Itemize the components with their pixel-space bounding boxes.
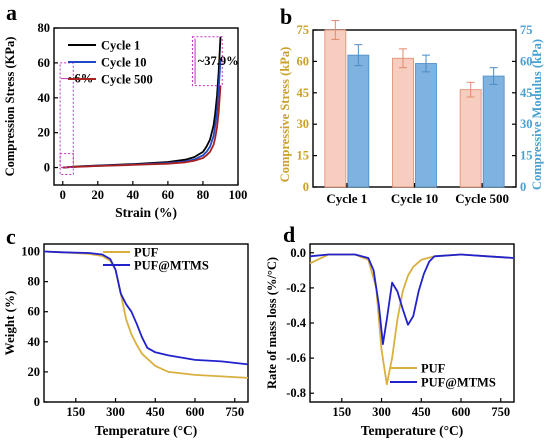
x-tick-label: 150 <box>332 405 351 419</box>
x-axis-label: Strain (%) <box>115 205 177 220</box>
bar-stress <box>392 57 414 188</box>
y-tick-label-right: 15 <box>520 149 533 163</box>
y-tick-label-left: 75 <box>297 23 310 37</box>
plot-frame <box>53 27 239 186</box>
y-axis-label: Rate of mass loss (%/°C) <box>265 257 279 389</box>
bar-stress <box>459 89 482 188</box>
y-tick-label: -0.4 <box>286 316 307 330</box>
x-axis-label: Temperature (°C) <box>361 423 464 438</box>
x-tick-label: 600 <box>186 405 205 419</box>
y-tick-label-right: 45 <box>520 86 533 100</box>
annotation-box-right <box>191 36 223 87</box>
x-tick-label: 80 <box>197 188 210 202</box>
legend-label-2: PUF@MTMS <box>134 259 209 273</box>
y-axis-label-left: Compressive Stress (kPa) <box>278 47 292 183</box>
y-tick-label: 60 <box>38 56 51 70</box>
panel-c-chart: 150 300 450 600 750 0 20 40 60 80 100 Temperature (… <box>2 243 249 438</box>
x-category-label: Cycle 1 <box>326 191 367 206</box>
y-tick-label: 0.0 <box>290 246 306 260</box>
y-tick-label: 40 <box>38 91 51 105</box>
y-tick-label-right: 30 <box>520 117 533 131</box>
x-tick-label: 40 <box>127 188 140 202</box>
x-tick-label: 300 <box>372 405 391 419</box>
x-tick-label: 60 <box>162 188 175 202</box>
y-tick-label: 20 <box>28 365 41 379</box>
x-category-label: Cycle 500 <box>455 191 509 206</box>
y-tick-label-left: 45 <box>297 86 310 100</box>
x-tick-label: 300 <box>106 405 125 419</box>
y-tick-label: 80 <box>28 275 41 289</box>
x-tick-label: 450 <box>146 405 165 419</box>
legend-label-2: Cycle 10 <box>101 56 146 70</box>
y-axis-label: Compression Stress (KPa) <box>3 37 17 177</box>
x-axis-label: Temperature (°C) <box>95 423 198 438</box>
legend-label-1: PUF <box>421 362 446 376</box>
x-tick-label: 750 <box>225 405 244 419</box>
y-tick-label: 40 <box>28 335 41 349</box>
y-tick-label: 60 <box>28 305 41 319</box>
plot-frame <box>43 243 249 403</box>
x-tick-label: 20 <box>92 188 105 202</box>
x-tick-label: 150 <box>66 405 85 419</box>
panel-d-chart: 150 300 450 600 750 -0.8 -0.6 -0.4 -0.2 0.0 Temper… <box>265 243 515 438</box>
annotation-box-left <box>59 62 74 169</box>
y-tick-label-right: 0 <box>520 180 526 194</box>
panel-letter-a: a <box>6 0 17 25</box>
series-line-2 <box>43 250 249 366</box>
y-tick-label: -0.6 <box>286 351 306 365</box>
y-tick-label-left: 15 <box>297 149 310 163</box>
legend-label-1: Cycle 1 <box>101 39 140 53</box>
x-tick-label: 750 <box>491 405 510 419</box>
legend-label-1: PUF <box>134 246 159 260</box>
bar-stress <box>324 29 347 188</box>
y-tick-label: -0.2 <box>286 281 306 295</box>
y-tick-label-left: 30 <box>297 117 310 131</box>
legend-label-2: PUF@MTMS <box>421 376 496 390</box>
y-axis-label: Weight (%) <box>2 291 17 356</box>
panel-b-chart: 0 0 15 15 30 30 45 45 60 60 75 75 Cycle 1 Cycle 10 Cyc… <box>278 20 544 206</box>
bar-modulus <box>415 63 437 188</box>
y-tick-label-left: 0 <box>303 180 309 194</box>
series-line-1 <box>43 250 249 379</box>
x-tick-label: 450 <box>412 405 431 419</box>
y-tick-label: -0.8 <box>286 386 306 400</box>
panel-letter-b: b <box>280 4 292 29</box>
x-category-label: Cycle 10 <box>391 191 438 206</box>
y-axis-label-right: Compressive Modulus (kPa) <box>530 39 544 190</box>
x-tick-label: 600 <box>452 405 471 419</box>
y-tick-label: 100 <box>21 245 40 259</box>
x-tick-label: 100 <box>229 188 248 202</box>
panel-letter-d: d <box>283 222 295 247</box>
x-tick-label: 0 <box>60 188 66 202</box>
y-tick-label: 80 <box>38 21 51 35</box>
y-tick-label: 0 <box>34 395 40 409</box>
bar-modulus <box>347 54 370 188</box>
bar-modulus <box>482 75 505 188</box>
y-tick-label-right: 60 <box>520 54 533 68</box>
annotation-37pct: ~37.9% <box>198 54 239 68</box>
series-line-2 <box>309 253 515 345</box>
legend-label-3: Cycle 500 <box>101 73 153 87</box>
panel-letter-c: c <box>6 224 16 249</box>
y-tick-label: 0 <box>44 161 50 175</box>
y-tick-label: 20 <box>38 126 51 140</box>
y-tick-label-right: 75 <box>520 23 533 37</box>
panel-a-chart: 0 20 40 60 80 100 0 20 40 60 80 Strain (%) Compressi… <box>3 21 247 220</box>
annotation-box-small <box>59 153 74 176</box>
y-tick-label-left: 60 <box>297 54 310 68</box>
series-line-3 <box>62 85 222 169</box>
